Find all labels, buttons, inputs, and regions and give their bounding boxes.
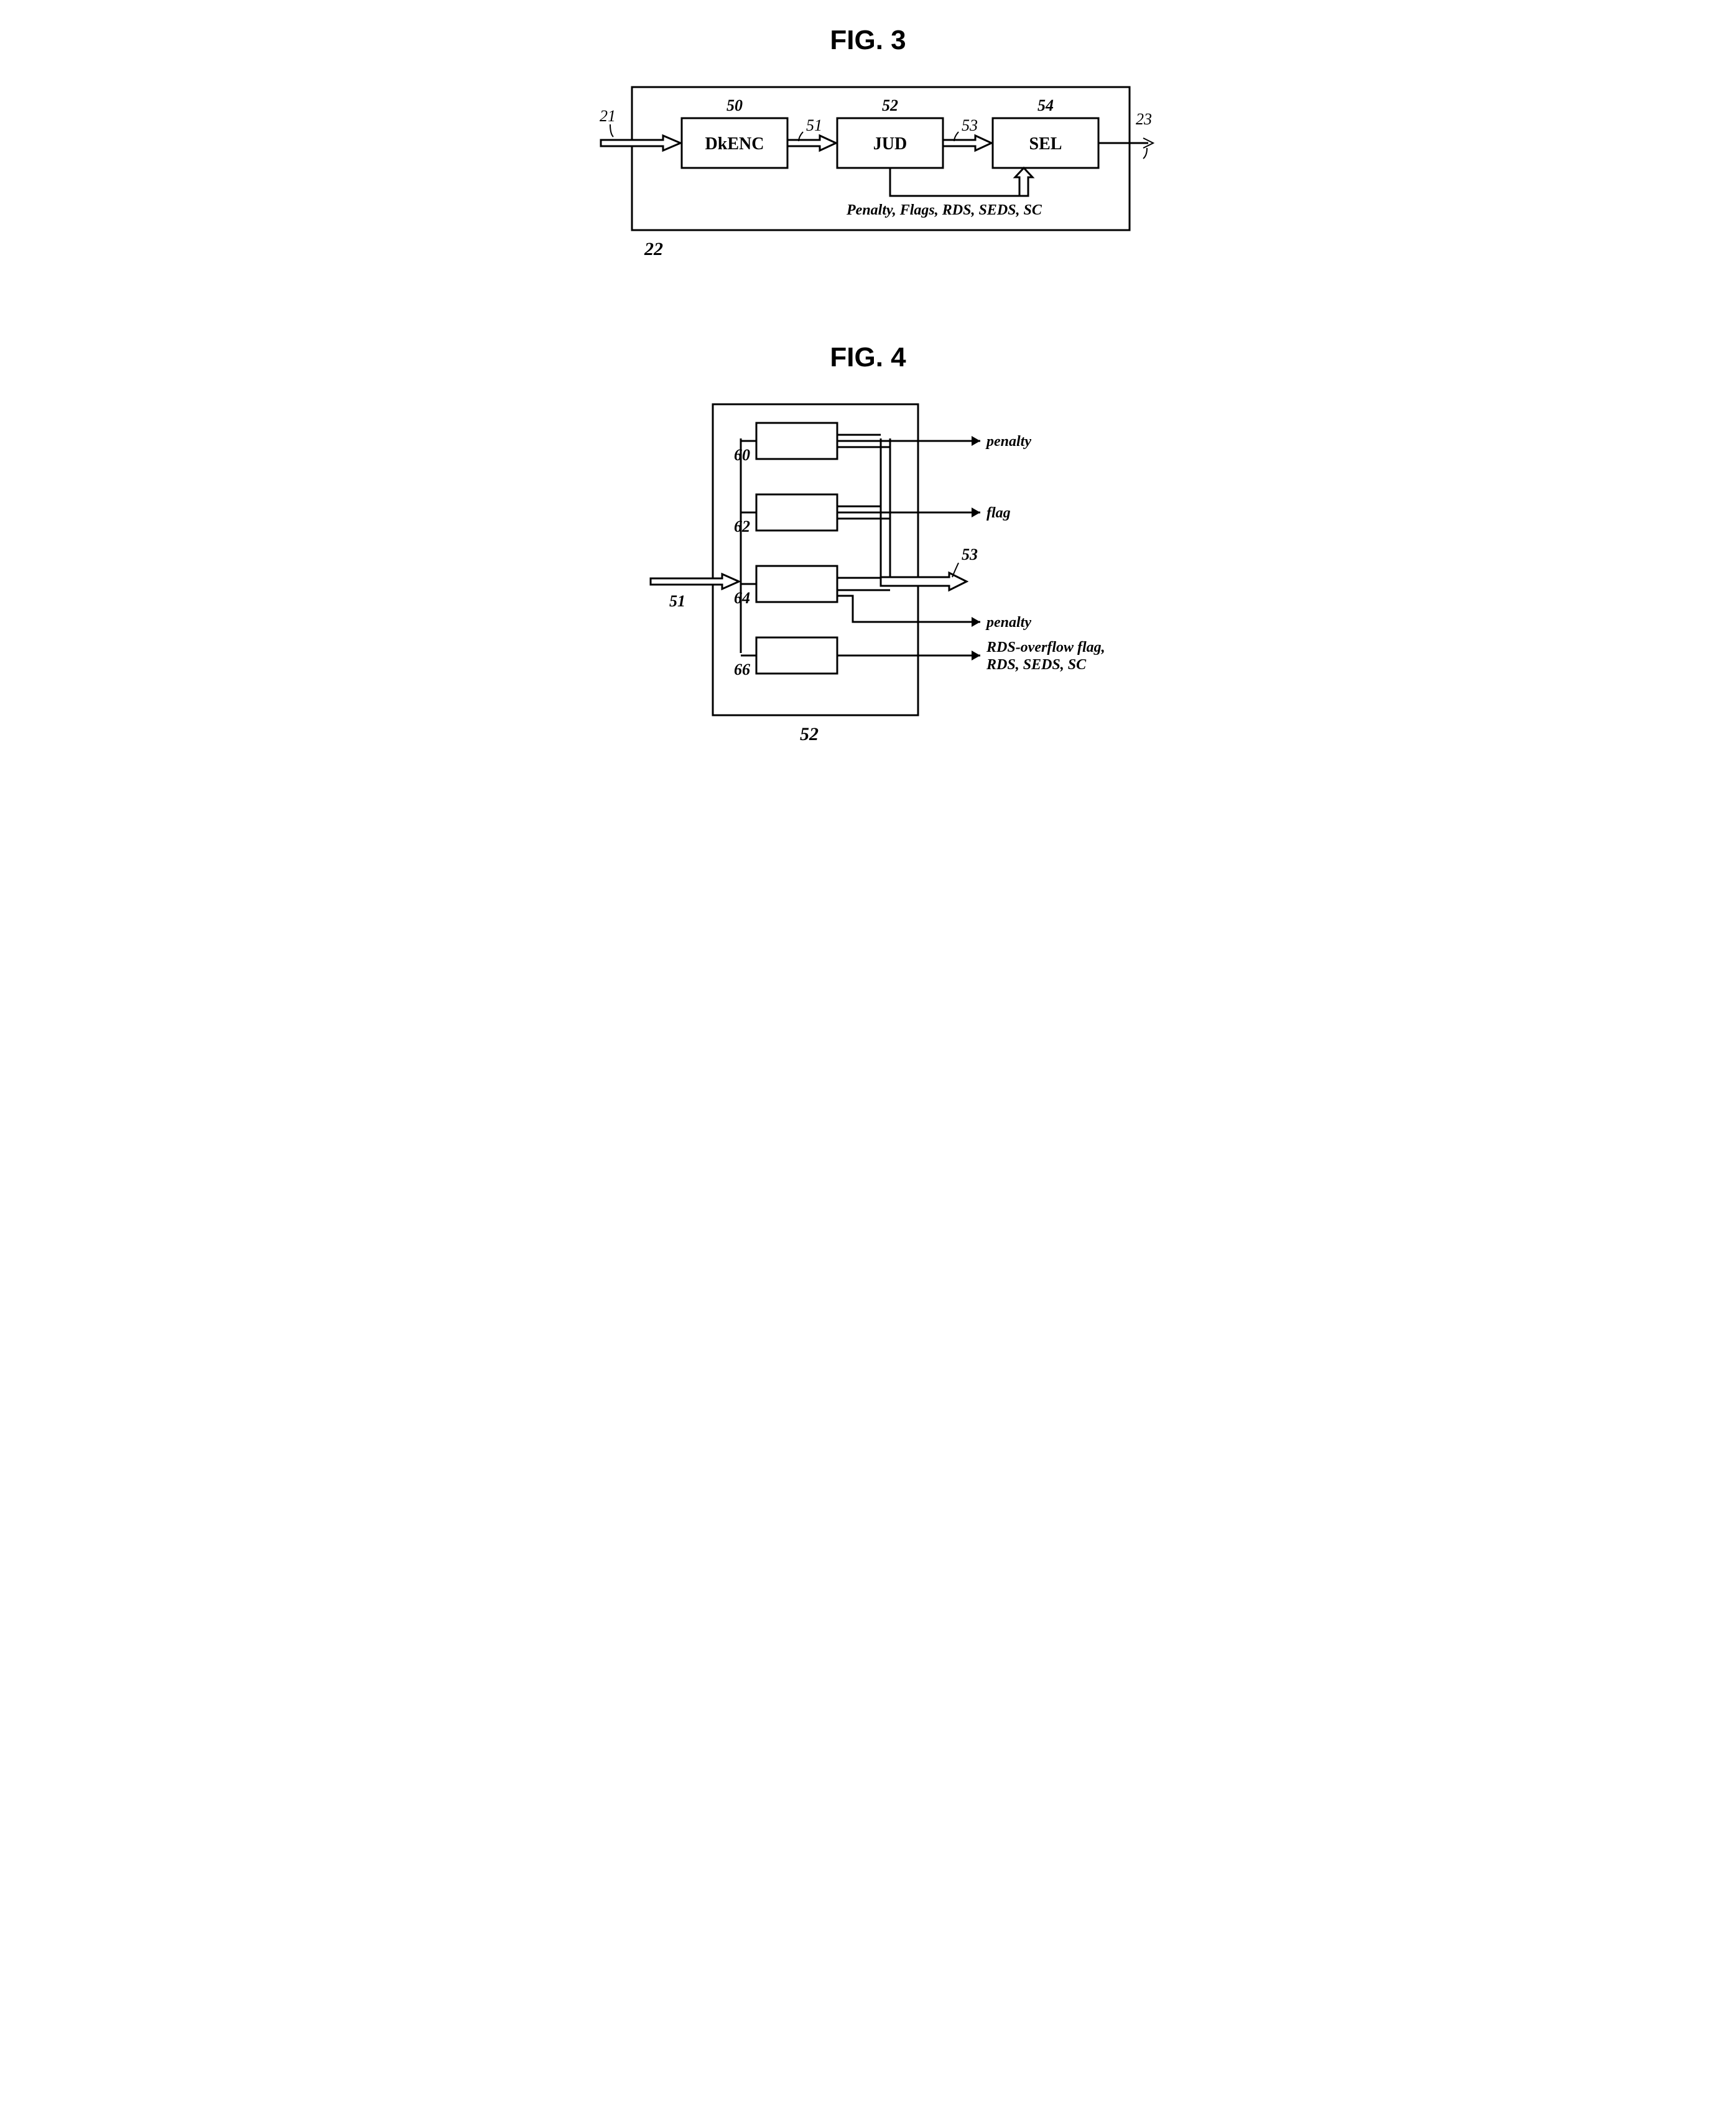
- block-b66-ref: 66: [734, 660, 750, 679]
- block-b62-out-arrowhead: [972, 507, 980, 517]
- block-sel-label: SEL: [1029, 134, 1062, 154]
- block-jud-label: JUD: [873, 134, 906, 154]
- arrow-dkenc-to-jud: 51: [787, 116, 836, 151]
- arrow-jud-to-sel: 53: [943, 116, 991, 151]
- block-b64-out-arrowhead: [972, 617, 980, 627]
- block-jud-ref: 52: [882, 96, 898, 114]
- block-dkENC-label: DkENC: [705, 134, 764, 154]
- fig4-title: FIG. 4: [25, 342, 1711, 373]
- block-b60: [756, 423, 837, 459]
- fig4-title-text: FIG. 4: [830, 342, 906, 373]
- feedback-label: Penalty, Flags, RDS, SEDS, SC: [846, 202, 1042, 218]
- block-b66-out-label: RDS, SEDS, SC: [986, 657, 1087, 673]
- fig3-diagram: 22 DkENC 50 JUD 52 SEL 54 21 51 53 23 Penalty…: [576, 68, 1161, 267]
- block-sel-ref: 54: [1037, 96, 1054, 114]
- block-b60-out-arrowhead: [972, 436, 980, 446]
- block-b64-out-label: penalty: [985, 614, 1031, 631]
- block-b64-ref: 64: [734, 589, 750, 607]
- block-b64-out-line: [837, 596, 980, 622]
- input-ref-21: 21: [600, 107, 616, 125]
- fig3-title: FIG. 3: [25, 25, 1711, 56]
- block-b60-ref: 60: [734, 446, 750, 464]
- fig4-input-ref: 51: [669, 592, 685, 610]
- block-b64: [756, 566, 837, 602]
- arrow-in-to-dkenc: 21: [600, 107, 680, 151]
- fig4-output-bus-ref: 53: [962, 545, 978, 563]
- arrow-51-ref: 51: [806, 116, 822, 134]
- block-b62: [756, 494, 837, 530]
- block-b60-out-label: penalty: [985, 433, 1031, 450]
- fig4-diagram: 52 51 53 60 penalty 62 flag 64 penalty 66 RDS-o…: [632, 386, 1105, 759]
- fig3-title-text: FIG. 3: [830, 25, 906, 55]
- arrow-sel-to-out: 23: [1098, 110, 1153, 159]
- fig4-container-ref: 52: [800, 724, 819, 744]
- block-b66-out-arrowhead: [972, 651, 980, 660]
- block-dkENC-ref: 50: [726, 96, 743, 114]
- block-b66-out-label: RDS-overflow flag,: [986, 639, 1105, 656]
- block-b66: [756, 637, 837, 674]
- fig3-container-ref: 22: [644, 239, 663, 259]
- block-b62-ref: 62: [734, 517, 750, 535]
- arrow-53-ref: 53: [962, 116, 978, 134]
- block-b62-out-label: flag: [986, 505, 1011, 521]
- fig4-input-arrow: 51: [651, 574, 739, 610]
- fig4-output-bus-arrow: 53: [881, 545, 978, 590]
- output-ref-23: 23: [1136, 110, 1152, 128]
- feedback-arrow: Penalty, Flags, RDS, SEDS, SC: [846, 168, 1042, 218]
